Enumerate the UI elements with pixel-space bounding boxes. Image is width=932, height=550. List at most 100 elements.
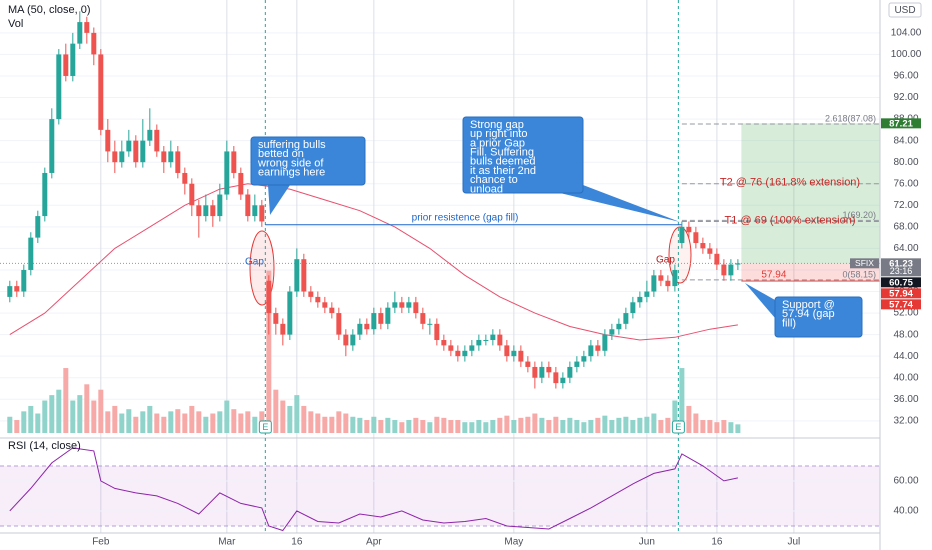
volume-bar — [721, 420, 727, 433]
volume-bar — [203, 416, 209, 433]
callout-text: betted on — [258, 148, 304, 160]
candle-body — [266, 280, 272, 314]
volume-bar — [413, 417, 419, 433]
candle-body — [224, 151, 230, 195]
candle-body — [77, 22, 83, 44]
volume-bar — [735, 424, 741, 433]
candle-body — [672, 269, 678, 287]
earnings-marker — [671, 420, 685, 434]
y-tick-label: 48.00 — [893, 329, 918, 340]
volume-bar — [392, 420, 398, 433]
volume-bar — [308, 411, 314, 433]
candle-body — [525, 361, 531, 367]
callout-text: unload — [470, 183, 503, 195]
callout-pointer — [745, 283, 775, 318]
volume-bar — [147, 405, 153, 433]
volume-bar — [399, 422, 405, 433]
candle-body — [49, 119, 55, 173]
y-tick-label: 96.00 — [893, 71, 918, 82]
candle-body — [462, 350, 468, 357]
callout-text: 57.94 (gap — [782, 308, 835, 320]
volume-bar — [518, 417, 524, 433]
volume-bar — [140, 411, 146, 433]
volume-bar — [287, 405, 293, 433]
volume-bar — [56, 389, 62, 433]
price-tag-label: 61.23 — [889, 258, 913, 269]
callout-text: it as their 2nd — [470, 165, 536, 177]
candle-body — [329, 307, 335, 314]
volume-bar — [343, 413, 349, 433]
candle-body — [322, 302, 328, 308]
candle-body — [574, 361, 580, 367]
candle-body — [168, 151, 174, 163]
candle-body — [203, 205, 209, 217]
target-label: T2 @ 76 (161.8% extension) — [720, 177, 860, 189]
candle-body — [504, 345, 510, 357]
candle-body — [126, 140, 132, 152]
volume-bar — [336, 411, 342, 433]
volume-bar — [280, 400, 286, 433]
volume-bar — [189, 405, 195, 433]
y-tick-label: 68.00 — [893, 221, 918, 232]
volume-bar — [14, 420, 20, 433]
candle-body — [553, 372, 559, 384]
volume-bar — [609, 420, 615, 433]
candle-body — [497, 334, 503, 346]
volume-bar — [126, 409, 132, 433]
currency-label: USD — [894, 5, 915, 16]
stop-zone — [741, 263, 880, 280]
y-tick-label: 104.00 — [891, 28, 922, 39]
volume-bar — [665, 417, 671, 433]
volume-bar — [539, 417, 545, 433]
volume-bar — [119, 413, 125, 433]
volume-bar — [714, 422, 720, 433]
candle-body — [735, 263, 741, 265]
fib-label: 2.618(87.08) — [825, 113, 876, 123]
rsi-tick-label: 40.00 — [893, 506, 918, 517]
candle-body — [63, 54, 69, 76]
candle-body — [308, 291, 314, 297]
volume-bar — [483, 422, 489, 433]
candle-body — [560, 377, 566, 384]
earnings-label: E — [675, 422, 681, 432]
candle-body — [490, 334, 496, 341]
candle-body — [707, 248, 713, 254]
candle-body — [98, 54, 104, 130]
volume-bar — [322, 416, 328, 433]
candle-body — [518, 350, 524, 362]
candle-body — [28, 237, 34, 270]
candle-body — [651, 275, 657, 292]
candle-body — [630, 302, 636, 314]
volume-bar — [175, 409, 181, 433]
volume-bar — [532, 413, 538, 433]
candle-body — [693, 232, 699, 244]
volume-bar — [91, 400, 97, 433]
volume-bar — [637, 417, 643, 433]
candle-body — [7, 286, 13, 297]
candle-body — [84, 22, 90, 33]
volume-bar — [329, 416, 335, 433]
price-tag-label: 87.21 — [889, 118, 913, 129]
candle-body — [637, 296, 643, 303]
volume-bar — [630, 420, 636, 433]
candle-body — [434, 323, 440, 341]
candle-body — [231, 151, 237, 173]
background-layer — [0, 0, 932, 534]
volume-bar — [462, 422, 468, 433]
candle-body — [609, 329, 615, 335]
candle-body — [147, 129, 153, 141]
ma-line — [9, 183, 738, 341]
candle-body — [273, 313, 279, 324]
y-tick-label: 64.00 — [893, 243, 918, 254]
price-tag — [881, 277, 921, 288]
candle-body — [378, 313, 384, 324]
target-zone — [741, 123, 880, 264]
volume-bar — [693, 413, 699, 433]
candle-body — [686, 226, 692, 233]
volume-bar — [112, 405, 118, 433]
candle-body — [336, 313, 342, 335]
volume-bar — [357, 417, 363, 433]
callout-text: Strong gap — [470, 119, 524, 131]
candle-body — [455, 350, 461, 357]
